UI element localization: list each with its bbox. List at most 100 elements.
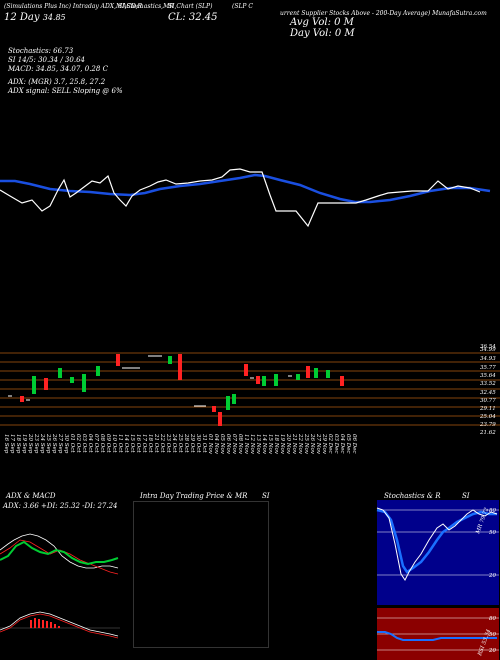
chart-title: SI,Chart (SLP) [168, 3, 213, 10]
date-label: 23 Oct [165, 433, 171, 453]
date-label: 24 Sep [39, 433, 45, 454]
date-label: 01 Nov [207, 434, 213, 455]
date-label: 25 Sep [45, 433, 51, 454]
adx-panel [0, 533, 119, 575]
avg-volume: Avg Vol: 0 M [290, 17, 354, 28]
date-label: 22 Nov [297, 433, 303, 455]
candle [116, 354, 120, 366]
intraday-panel-title-2: SI [262, 492, 270, 500]
candle [168, 356, 172, 364]
candle [44, 378, 48, 390]
date-label: 26 Nov [309, 433, 315, 455]
date-label: 09 Oct [105, 434, 111, 453]
date-label: 12 Nov [249, 434, 255, 455]
date-label: 13 Nov [255, 434, 261, 455]
price-tick: 33.52 [480, 381, 496, 387]
candle [256, 376, 260, 384]
date-label: 08 Nov [237, 434, 243, 455]
date-label: 01 Oct [69, 434, 75, 453]
candle [58, 368, 62, 378]
date-label: 28 Oct [183, 433, 189, 453]
close-label: CL: 32.45 [168, 12, 218, 23]
price-candle-chart: 36.54 34.99 34.93 35.77 35.64 33.52 32.4… [0, 344, 500, 436]
price-tick: 34.99 [480, 347, 496, 353]
date-label: 07 Nov [231, 434, 237, 455]
adx-panel-title: ADX & MACD [6, 492, 56, 500]
price-tick: 25.04 [479, 414, 496, 420]
adx-panel-values: ADX: 3.66 +DI: 25.32 -DI: 27.24 [3, 502, 118, 510]
header-right-text: (SLP C [232, 3, 253, 10]
date-label: 14 Nov [261, 434, 267, 455]
day-volume: Day Vol: 0 M [290, 28, 355, 39]
rsi-tick: 50 [489, 632, 496, 638]
rsi-panel: 80 50 20 RSI 53.34 [377, 608, 499, 660]
candle [70, 377, 74, 383]
date-label: 04 Oct [87, 434, 93, 453]
day-label: 12 Day 34.85 [4, 12, 66, 23]
price-tick: 34.93 [480, 356, 496, 362]
date-label: 15 Oct [129, 434, 135, 453]
date-label: 07 Oct [93, 434, 99, 453]
date-label: 11 Nov [243, 434, 249, 455]
candle [218, 412, 222, 426]
price-tick: 32.45 [480, 390, 496, 396]
date-label: 04 Dec [339, 434, 345, 454]
stoch-tick: 80 [489, 508, 496, 514]
date-label: 21 Oct [153, 433, 159, 453]
date-label: 18 Nov [273, 434, 279, 455]
date-label: 30 Sep [63, 434, 69, 454]
date-label: 05 Dec [345, 434, 351, 454]
candle [326, 370, 330, 378]
price-tick: 21.62 [479, 430, 496, 436]
candle [96, 366, 100, 376]
date-label: 19 Nov [279, 434, 285, 455]
candle [232, 394, 236, 404]
date-label: 27 Nov [315, 433, 321, 455]
candle [262, 376, 266, 386]
price-tick: 35.64 [480, 373, 496, 379]
candle [296, 374, 300, 380]
price-grid [0, 352, 500, 426]
date-label: 18 Oct [147, 434, 153, 453]
moving-average-chart [0, 168, 491, 228]
date-label: 31 Oct [201, 434, 207, 453]
adx-signal: ADX signal: SELL Sloping @ 6% [8, 87, 123, 95]
candle [306, 366, 310, 378]
date-label: 20 Sep [27, 433, 33, 454]
stoch-panel-title: Stochastics & R [384, 492, 441, 500]
date-label: 16 Oct [135, 434, 141, 453]
intraday-panel-title: Intra Day Trading Price & MR [140, 492, 248, 500]
date-label: 15 Nov [267, 434, 273, 455]
candle [340, 376, 344, 386]
stochastics-value: Stochastics: 66.73 [8, 47, 74, 55]
rsi-tick: 20 [488, 648, 496, 654]
date-label: 17 Oct [141, 434, 147, 453]
stoch-tick: 50 [489, 530, 496, 536]
stoch-panel-title-2: SI [462, 492, 470, 500]
date-label: 30 Oct [195, 434, 201, 453]
candle [32, 376, 36, 394]
candle [226, 396, 230, 410]
candle [20, 396, 24, 402]
date-axis: 16 Sep 17 Sep 18 Sep 19 Sep 20 Sep 23 Sep 24 S… [3, 433, 357, 455]
intraday-panel [133, 501, 269, 648]
date-label: 29 Nov [321, 433, 327, 455]
date-label: 27 Sep [57, 433, 63, 454]
date-label: 03 Dec [333, 434, 339, 454]
date-label: 02 Oct [75, 434, 81, 453]
date-label: 29 Oct [189, 433, 195, 453]
white-price-line [0, 168, 481, 228]
price-tick: 29.11 [479, 406, 496, 412]
date-label: 08 Oct [99, 434, 105, 453]
header-left-text-2: SI,Stochastics,MR [118, 3, 174, 10]
price-tick: 35.77 [480, 365, 496, 371]
candle [212, 406, 216, 412]
si-value: SI 14/5: 30.34 / 30.64 [8, 56, 85, 64]
price-tick: 23.79 [479, 422, 496, 428]
price-tick: 36.54 [480, 344, 496, 350]
blue-ma-line [0, 173, 491, 204]
date-label: 25 Nov [303, 433, 309, 455]
header-left-text: (Simulations Plus Inc) Intraday ADX,MACD… [4, 3, 143, 10]
date-label: 04 Nov [213, 434, 219, 455]
stochastics-panel: 80 50 20 MR 79.72 [376, 500, 499, 605]
